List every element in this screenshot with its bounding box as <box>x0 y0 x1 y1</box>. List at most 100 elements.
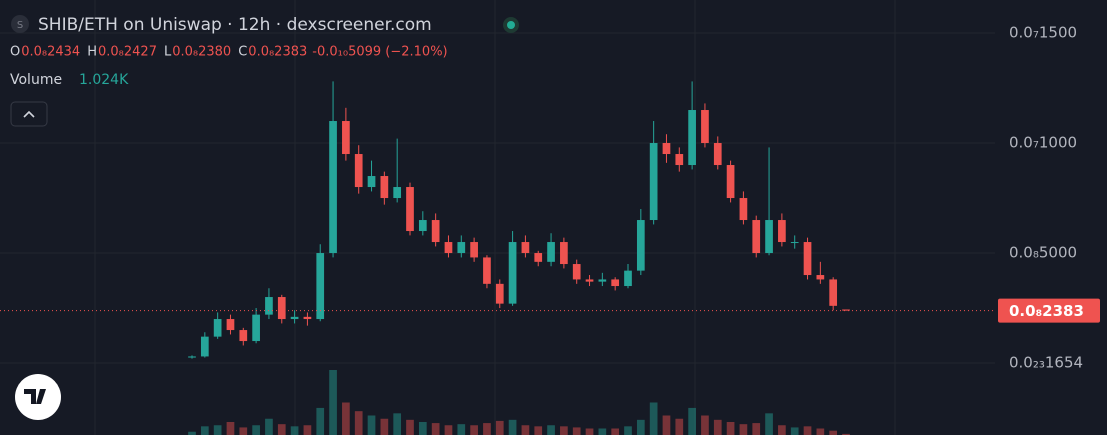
ohlc-value: 0.0₈2427 <box>98 45 157 60</box>
candle-body <box>508 242 517 304</box>
volume-bar <box>611 428 620 435</box>
candle-body <box>406 187 414 232</box>
volume-bar <box>495 420 504 435</box>
volume-bar <box>701 415 709 435</box>
candle-body <box>367 176 376 188</box>
volume-bar <box>842 433 850 435</box>
candle-body <box>752 220 761 254</box>
candle-body <box>393 187 402 199</box>
candle-body <box>713 143 722 166</box>
volume-bar <box>431 423 440 435</box>
candle-body <box>380 176 389 199</box>
candle-body <box>290 316 299 320</box>
candle-body <box>624 270 632 287</box>
volume-bar <box>277 424 286 435</box>
candle-body <box>803 242 812 276</box>
candle-body <box>521 242 530 254</box>
candle-body <box>239 330 248 342</box>
candle-body <box>457 242 466 254</box>
candle-body <box>252 314 260 342</box>
candle-body <box>431 220 440 243</box>
volume-bar <box>290 426 299 435</box>
volume-bar <box>790 427 799 435</box>
candle-body <box>675 154 684 166</box>
volume-bar <box>406 419 414 435</box>
ohlc-header: O 0.0₈2434 H 0.0₈2427 L 0.0₈2380 C 0.0₈2383 -0.0… <box>10 45 448 60</box>
candle-body <box>765 220 773 254</box>
candle-body <box>444 242 453 254</box>
candle-body <box>649 143 658 221</box>
volume-bar <box>380 418 389 435</box>
volume-bar <box>316 407 325 435</box>
volume-bar <box>547 425 555 435</box>
ohlc-key: H <box>87 45 97 60</box>
volume-bar <box>598 428 607 435</box>
volume-bar <box>200 426 209 435</box>
volume-label: Volume <box>10 72 62 88</box>
status-dot <box>507 21 515 29</box>
candle-body <box>572 264 581 280</box>
candle-body <box>636 220 645 271</box>
volume-bar <box>303 425 312 435</box>
candle-body <box>790 242 799 244</box>
volume-bar <box>226 422 235 435</box>
volume-bar <box>329 370 337 435</box>
volume-bar <box>560 426 568 435</box>
ohlc-key: L <box>164 45 172 60</box>
volume-bar <box>816 428 825 435</box>
volume-bar <box>534 426 543 435</box>
y-tick-label: 0.0₇1000 <box>1009 134 1077 152</box>
volume-bar <box>636 419 645 435</box>
volume-bar <box>252 425 260 435</box>
volume-bar <box>739 424 748 435</box>
candle-body <box>534 253 543 262</box>
volume-bar <box>778 425 786 435</box>
volume-bar <box>342 402 350 435</box>
volume-bar <box>624 426 632 435</box>
volume-bar <box>354 411 363 435</box>
candle-body <box>213 319 222 337</box>
volume-bar <box>649 402 658 435</box>
candle-body <box>200 336 209 357</box>
ohlc-value: 0.0₈2380 <box>172 45 231 60</box>
tv-logo-mark <box>24 389 46 404</box>
volume-bar <box>585 428 594 435</box>
candle-body <box>585 279 594 282</box>
candle-body <box>662 143 671 155</box>
candle-body <box>316 253 325 320</box>
volume-bar <box>675 418 684 435</box>
candle-body <box>470 242 478 258</box>
candle-body <box>816 275 825 280</box>
volume-bar <box>265 418 273 435</box>
candle-body <box>329 121 337 254</box>
volume-bar <box>418 422 427 435</box>
candle-body <box>277 297 286 320</box>
candle-body <box>598 279 607 282</box>
volume-bar <box>213 425 222 435</box>
candle-body <box>688 110 696 166</box>
volume-bar <box>662 415 671 435</box>
ohlc-value: 0.0₈2434 <box>21 45 80 60</box>
y-tick-label: 0.0₇1500 <box>1009 24 1077 42</box>
vertical-grid <box>94 0 896 435</box>
candle-body <box>778 220 786 243</box>
candle-body <box>303 316 312 320</box>
candle-body <box>547 242 555 262</box>
last-price-label: 0.0₈2383 <box>1009 302 1084 320</box>
chart-title: SHIB/ETH on Uniswap · 12h · dexscreener.… <box>38 15 432 35</box>
candle-body <box>560 242 568 265</box>
volume-bar <box>508 419 517 435</box>
candle-body <box>829 279 838 306</box>
symbol-icon <box>11 15 29 33</box>
volume-bar <box>444 425 453 435</box>
ohlc-key: C <box>238 45 247 60</box>
volume-bar <box>239 427 248 435</box>
ohlc-key: O <box>10 45 20 60</box>
candle-body <box>495 283 504 304</box>
candle-body <box>842 309 850 311</box>
collapse-button[interactable] <box>10 101 48 127</box>
volume-bar <box>829 430 838 435</box>
candle-body <box>265 297 273 315</box>
candle-body <box>418 220 427 232</box>
